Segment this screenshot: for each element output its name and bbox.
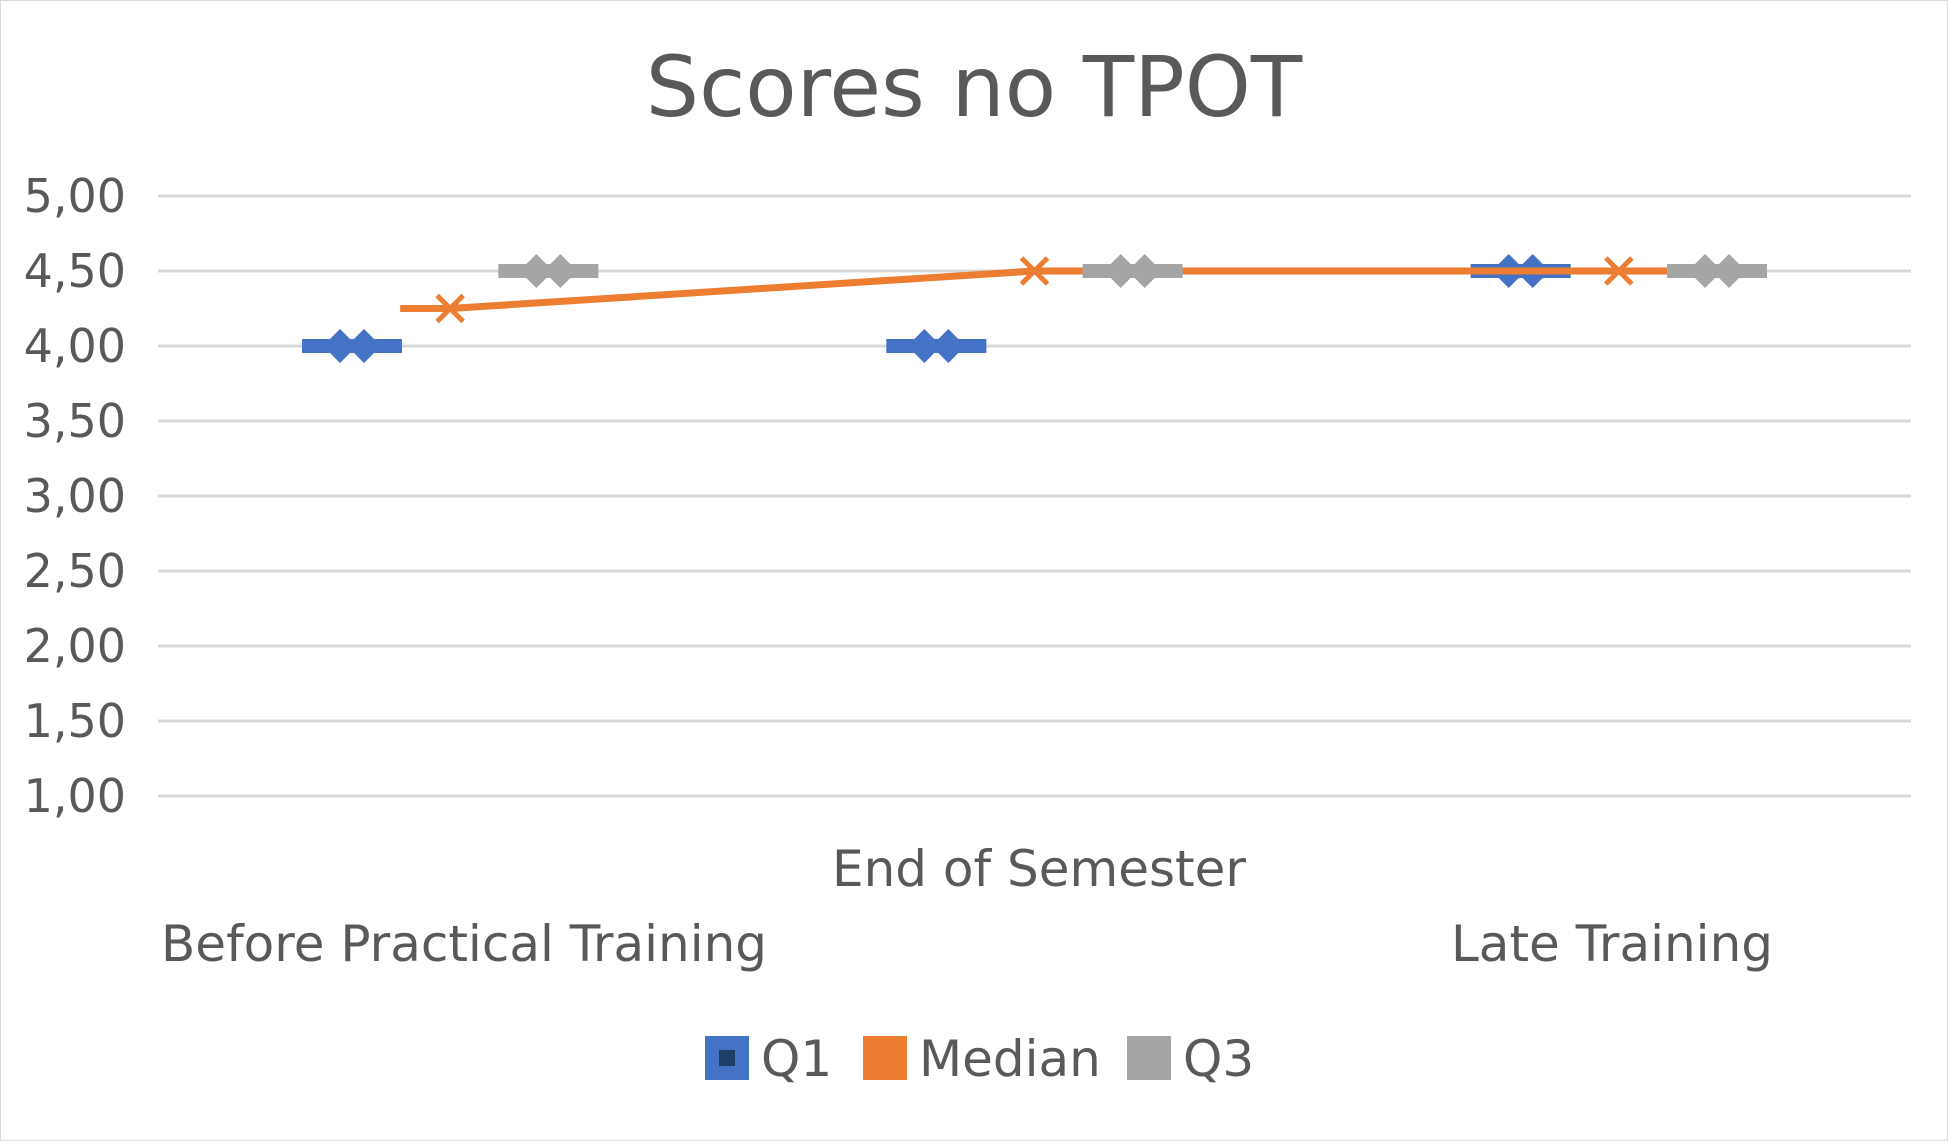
x-axis-category-labels: Before Practical Training End of Semester… [161, 840, 1773, 973]
chart-title: Scores no TPOT [646, 38, 1303, 136]
y-tick-label: 4,00 [24, 319, 126, 373]
legend-label: Q1 [761, 1030, 832, 1088]
y-tick-label: 1,00 [24, 769, 126, 823]
series-q1 [301, 254, 1571, 363]
legend-label: Median [919, 1030, 1101, 1088]
x-category-label: End of Semester [832, 840, 1246, 898]
legend-item-q1: Q1 [705, 1030, 832, 1088]
legend-swatch-inner [719, 1050, 735, 1066]
y-tick-label: 2,50 [24, 544, 126, 598]
diamond-marker [519, 254, 554, 288]
diamond-marker [543, 254, 578, 288]
series-q3 [498, 254, 1768, 288]
series-median [400, 256, 1669, 324]
data-point [435, 293, 465, 324]
legend-label: Q3 [1183, 1030, 1254, 1088]
legend-swatch [863, 1036, 907, 1080]
y-tick-label: 3,50 [24, 394, 126, 448]
x-category-label: Before Practical Training [161, 915, 767, 973]
x-marker [435, 293, 465, 324]
diamond-marker [346, 329, 381, 363]
data-point [498, 254, 599, 288]
x-marker [1019, 256, 1050, 286]
diamond-marker [1127, 254, 1162, 288]
diamond-marker [1712, 254, 1747, 288]
series-layer [301, 254, 1768, 363]
data-point [301, 329, 402, 363]
legend-swatch [1127, 1036, 1171, 1080]
y-tick-label: 2,00 [24, 619, 126, 673]
data-point [1667, 254, 1768, 288]
diamond-marker [931, 329, 966, 363]
gridlines [158, 194, 1911, 798]
data-point [886, 329, 987, 363]
data-point [1604, 256, 1634, 286]
x-category-label: Late Training [1451, 915, 1773, 973]
x-marker [1604, 256, 1634, 286]
data-point [1082, 254, 1183, 288]
diamond-marker [1103, 254, 1138, 288]
y-tick-label: 1,50 [24, 694, 126, 748]
legend: Q1 Median Q3 [705, 1030, 1254, 1088]
diamond-marker [322, 329, 357, 363]
y-tick-label: 5,00 [24, 169, 126, 223]
diamond-marker [1688, 254, 1723, 288]
data-point [1019, 256, 1050, 286]
y-tick-label: 4,50 [24, 244, 126, 298]
legend-item-median: Median [863, 1030, 1101, 1088]
legend-item-q3: Q3 [1127, 1030, 1254, 1088]
y-tick-label: 3,00 [24, 469, 126, 523]
diamond-marker [907, 329, 942, 363]
y-axis-tick-labels: 1,00 1,50 2,00 2,50 3,00 3,50 4,00 4,50 5,00 [24, 169, 126, 823]
